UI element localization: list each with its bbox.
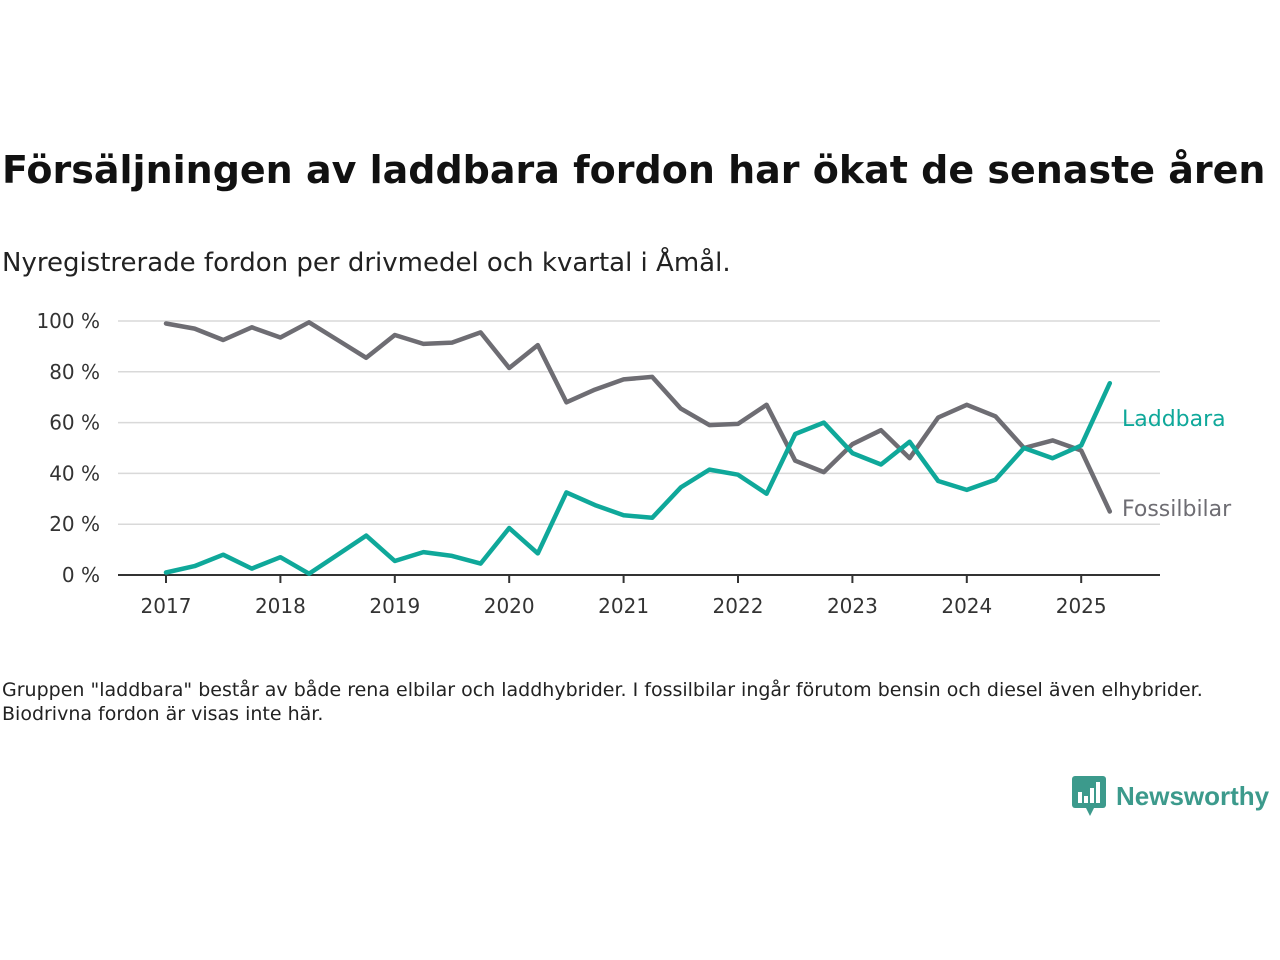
line-chart: 0 % 20 % 40 % 60 % 80 % 100 % 2017 2018 2019 202… bbox=[36, 309, 1232, 618]
chart-title: Försäljningen av laddbara fordon har öka… bbox=[2, 148, 1266, 192]
x-tick-label: 2022 bbox=[713, 594, 764, 618]
brand-logo[interactable]: Newsworthy bbox=[1072, 776, 1269, 816]
bar-chart-speech-icon bbox=[1072, 776, 1106, 816]
x-axis: 2017 2018 2019 2020 2021 2022 2023 2024 2025 bbox=[118, 574, 1160, 618]
x-tick-label: 2019 bbox=[369, 594, 420, 618]
y-tick-label: 20 % bbox=[49, 512, 100, 536]
y-tick-label: 60 % bbox=[49, 411, 100, 435]
series-labels: Laddbara Fossilbilar bbox=[1122, 407, 1232, 522]
x-tick-label: 2023 bbox=[827, 594, 878, 618]
x-tick-label: 2025 bbox=[1056, 594, 1107, 618]
chart-note: Gruppen "laddbara" består av både rena e… bbox=[2, 679, 1203, 725]
y-tick-label: 80 % bbox=[49, 360, 100, 384]
y-tick-label: 100 % bbox=[36, 309, 100, 333]
x-tick-label: 2024 bbox=[941, 594, 992, 618]
x-tick-label: 2018 bbox=[255, 594, 306, 618]
series-line-laddbara bbox=[163, 380, 1113, 576]
chart-subtitle: Nyregistrerade fordon per drivmedel och … bbox=[2, 248, 731, 278]
brand-name: Newsworthy bbox=[1116, 780, 1270, 811]
x-tick-label: 2017 bbox=[141, 594, 192, 618]
y-tick-label: 40 % bbox=[49, 461, 100, 485]
series-lines bbox=[163, 320, 1113, 576]
y-tick-label: 0 % bbox=[62, 563, 100, 587]
series-label-fossilbilar: Fossilbilar bbox=[1122, 497, 1232, 522]
x-tick-label: 2021 bbox=[598, 594, 649, 618]
x-tick-label: 2020 bbox=[484, 594, 535, 618]
grid-lines bbox=[118, 320, 1160, 525]
y-axis-labels: 0 % 20 % 40 % 60 % 80 % 100 % bbox=[36, 309, 100, 587]
series-line-fossilbilar bbox=[163, 320, 1113, 514]
series-label-laddbara: Laddbara bbox=[1122, 407, 1226, 432]
